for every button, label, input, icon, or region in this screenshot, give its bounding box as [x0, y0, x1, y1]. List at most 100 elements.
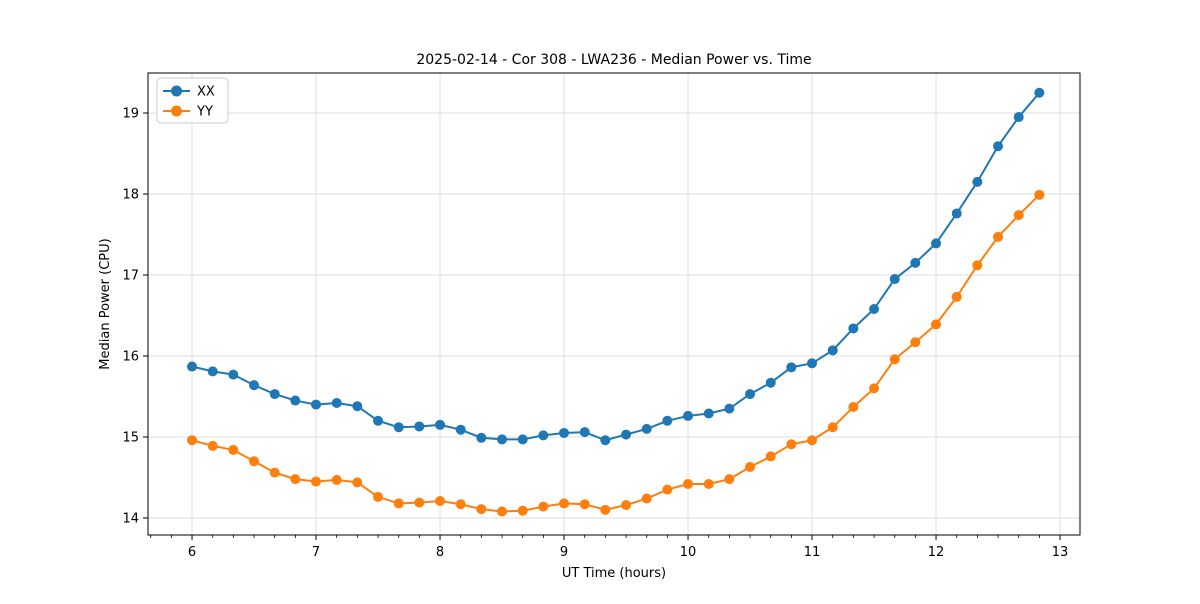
data-point [745, 461, 756, 472]
data-series [187, 87, 1045, 517]
x-tick-label: 7 [312, 545, 320, 560]
legend-entry-yy: YY [163, 105, 213, 120]
data-point [538, 501, 549, 512]
legend-label: YY [196, 105, 213, 120]
data-point [207, 440, 218, 451]
data-point [414, 421, 425, 432]
y-tick-label: 18 [122, 188, 139, 203]
data-point [807, 358, 818, 369]
data-point [352, 477, 363, 488]
data-point [848, 323, 859, 334]
data-point [331, 397, 342, 408]
data-point [765, 377, 776, 388]
data-point [724, 474, 735, 485]
x-tick-label: 10 [680, 545, 697, 560]
data-point [269, 389, 280, 400]
y-tick-label: 16 [122, 349, 139, 364]
data-point [290, 474, 301, 485]
data-point [269, 467, 280, 478]
data-point [765, 451, 776, 462]
data-point [745, 389, 756, 400]
data-point [207, 366, 218, 377]
data-point [373, 491, 384, 502]
data-point [579, 427, 590, 438]
y-tick-label: 19 [122, 107, 139, 122]
data-point [559, 498, 570, 509]
legend: XX YY [156, 77, 229, 124]
data-point [703, 478, 714, 489]
y-tick-label: 14 [122, 511, 139, 526]
data-point [455, 424, 466, 435]
series-xx [187, 87, 1045, 446]
data-point [600, 504, 611, 515]
data-point [1034, 189, 1045, 200]
data-point [187, 361, 198, 372]
grid-lines [148, 73, 1080, 535]
data-point [435, 419, 446, 430]
chart-title: 2025-02-14 - Cor 308 - LWA236 - Median P… [416, 52, 811, 68]
plot-border [147, 72, 1081, 536]
data-point [972, 176, 983, 187]
data-point [290, 395, 301, 406]
data-point [641, 493, 652, 504]
data-point [972, 260, 983, 271]
y-tick-label: 17 [122, 269, 139, 284]
data-point [889, 354, 900, 365]
data-point [993, 141, 1004, 152]
data-point [455, 499, 466, 510]
axis-ticks [143, 112, 1061, 540]
data-point [331, 474, 342, 485]
data-point [621, 429, 632, 440]
x-axis-label: UT Time (hours) [562, 566, 666, 581]
data-point [683, 410, 694, 421]
x-tick-label: 8 [436, 545, 444, 560]
data-point [910, 337, 921, 348]
data-point [559, 427, 570, 438]
data-point [311, 476, 322, 487]
data-point [931, 238, 942, 249]
x-tick-label: 11 [804, 545, 821, 560]
data-point [228, 369, 239, 380]
data-point [517, 505, 528, 516]
y-axis-label: Median Power (CPU) [98, 238, 113, 369]
data-point [476, 504, 487, 515]
legend-box [156, 77, 229, 124]
data-point [848, 402, 859, 413]
data-point [476, 432, 487, 443]
data-point [621, 500, 632, 511]
legend-marker-icon [171, 85, 182, 97]
legend-entry-xx: XX [163, 85, 215, 100]
data-point [786, 439, 797, 450]
data-point [579, 499, 590, 510]
data-point [393, 498, 404, 509]
data-point [931, 319, 942, 330]
data-point [889, 274, 900, 285]
data-point [249, 456, 260, 467]
data-point [414, 497, 425, 508]
x-tick-label: 13 [1052, 545, 1069, 560]
data-point [662, 415, 673, 426]
legend-marker-icon [171, 105, 182, 117]
data-point [683, 478, 694, 489]
data-point [869, 304, 880, 315]
data-point [993, 231, 1004, 242]
data-point [951, 291, 962, 302]
data-point [497, 506, 508, 517]
data-point [910, 257, 921, 268]
data-point [662, 484, 673, 495]
data-point [1034, 87, 1045, 98]
data-point [393, 422, 404, 433]
data-point [827, 422, 838, 433]
series-yy [187, 189, 1045, 517]
x-tick-label: 9 [560, 545, 568, 560]
data-point [435, 495, 446, 506]
data-point [703, 408, 714, 419]
data-point [641, 423, 652, 434]
data-point [786, 362, 797, 373]
x-tick-label: 6 [188, 545, 196, 560]
series-line [191, 194, 1041, 513]
data-point [517, 434, 528, 445]
data-point [951, 208, 962, 219]
